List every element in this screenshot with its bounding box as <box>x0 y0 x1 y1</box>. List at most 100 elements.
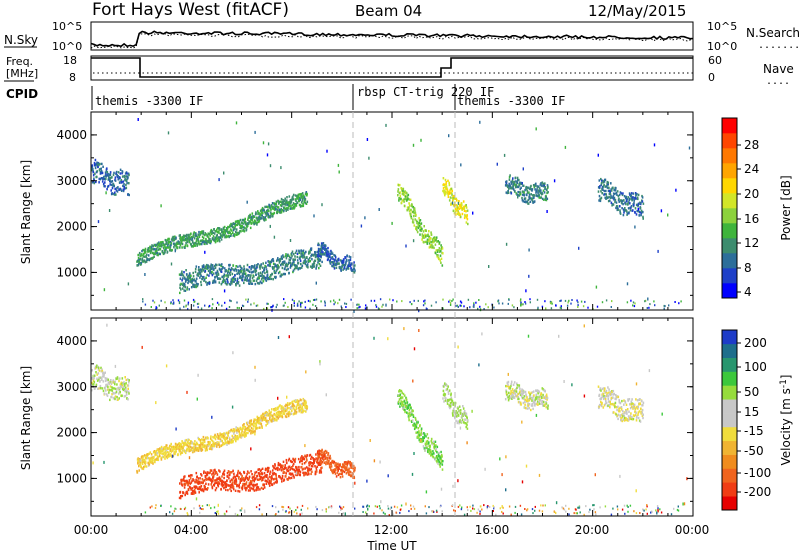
echo-cell <box>143 255 146 258</box>
echo-cell <box>291 250 294 253</box>
echo-cell <box>359 305 361 308</box>
echo-cell <box>201 445 203 449</box>
echo-cell <box>350 298 352 301</box>
echo-cell <box>255 477 257 480</box>
echo-cell <box>411 420 413 423</box>
echo-cell <box>614 189 617 192</box>
echo-cell <box>212 477 214 480</box>
echo-cell <box>308 464 310 467</box>
echo-cell <box>478 299 480 301</box>
echo-cell <box>611 196 613 199</box>
echo-cell <box>309 265 312 268</box>
echo-cell <box>253 302 255 305</box>
echo-cell <box>331 256 333 259</box>
echo-cell <box>402 198 405 201</box>
echo-cell <box>434 237 436 240</box>
echo-cell <box>248 482 251 485</box>
echo-cell <box>123 185 125 188</box>
echo-cell <box>402 400 404 404</box>
echo-cell <box>170 302 172 305</box>
echo-cell <box>187 301 190 304</box>
echo-cell <box>340 269 342 272</box>
echo-cell <box>303 255 306 259</box>
echo-cell <box>462 200 465 203</box>
echo-cell <box>251 215 253 218</box>
echo-cell <box>276 265 278 268</box>
echo-cell <box>675 188 677 192</box>
freq-tick-top-left: 18 <box>63 54 77 67</box>
echo-cell <box>285 466 287 470</box>
echo-cell <box>184 482 187 486</box>
echo-cell <box>239 471 241 474</box>
echo-cell <box>297 403 300 406</box>
echo-cell <box>417 436 420 439</box>
echo-cell <box>178 442 180 445</box>
echo-cell <box>200 239 203 242</box>
echo-cell <box>268 479 271 482</box>
echo-cell <box>347 468 349 472</box>
echo-cell <box>630 192 633 195</box>
echo-cell <box>155 243 157 247</box>
echo-cell <box>93 377 95 380</box>
echo-cell <box>162 240 164 244</box>
echo-cell <box>93 177 95 180</box>
echo-cell <box>191 237 194 240</box>
echo-cell <box>229 480 232 483</box>
echo-cell <box>301 254 304 258</box>
echo-cell <box>251 282 254 285</box>
echo-cell <box>409 301 411 304</box>
echo-cell <box>277 271 280 275</box>
echo-cell <box>211 486 214 490</box>
echo-cell <box>276 419 278 422</box>
echo-cell <box>189 272 191 275</box>
echo-cell <box>128 381 130 384</box>
echo-cell <box>91 369 93 372</box>
echo-cell <box>243 479 245 482</box>
echo-cell <box>100 172 102 175</box>
echo-cell <box>328 456 331 459</box>
echo-cell <box>418 217 420 220</box>
echo-cell <box>397 194 399 197</box>
echo-cell <box>260 263 263 266</box>
echo-cell <box>146 258 149 261</box>
echo-cell <box>214 435 216 438</box>
echo-cell <box>317 455 320 458</box>
echo-cell <box>399 402 402 405</box>
echo-cell <box>112 392 115 395</box>
echo-cell <box>298 199 300 203</box>
echo-cell <box>218 482 221 485</box>
echo-cell <box>188 481 190 484</box>
echo-cell <box>291 255 293 258</box>
echo-cell <box>406 407 408 410</box>
echo-cell <box>232 264 235 267</box>
echo-cell <box>223 275 225 278</box>
echo-cell <box>198 491 200 494</box>
echo-cell <box>302 256 304 259</box>
echo-cell <box>212 266 214 269</box>
echo-cell <box>319 458 322 461</box>
echo-cell <box>405 406 407 409</box>
echo-cell <box>346 466 348 470</box>
echo-cell <box>244 221 247 224</box>
echo-cell <box>175 444 177 447</box>
echo-cell <box>339 463 342 466</box>
echo-cell <box>528 193 531 196</box>
echo-cell <box>253 485 255 488</box>
echo-cell <box>254 130 256 134</box>
echo-cell <box>218 178 220 182</box>
echo-cell <box>317 457 319 460</box>
echo-cell <box>331 261 333 264</box>
echo-cell <box>429 238 431 241</box>
echo-cell <box>331 469 333 472</box>
echo-cell <box>299 404 301 407</box>
echo-cell <box>254 418 257 421</box>
echo-cell <box>186 240 189 244</box>
echo-cell <box>412 221 415 224</box>
echo-cell <box>181 494 184 498</box>
echo-cell <box>210 263 212 266</box>
echo-cell <box>314 470 317 474</box>
echo-cell <box>520 186 522 189</box>
echo-cell <box>308 467 311 470</box>
echo-cell <box>271 202 274 205</box>
echo-cell <box>438 241 441 244</box>
